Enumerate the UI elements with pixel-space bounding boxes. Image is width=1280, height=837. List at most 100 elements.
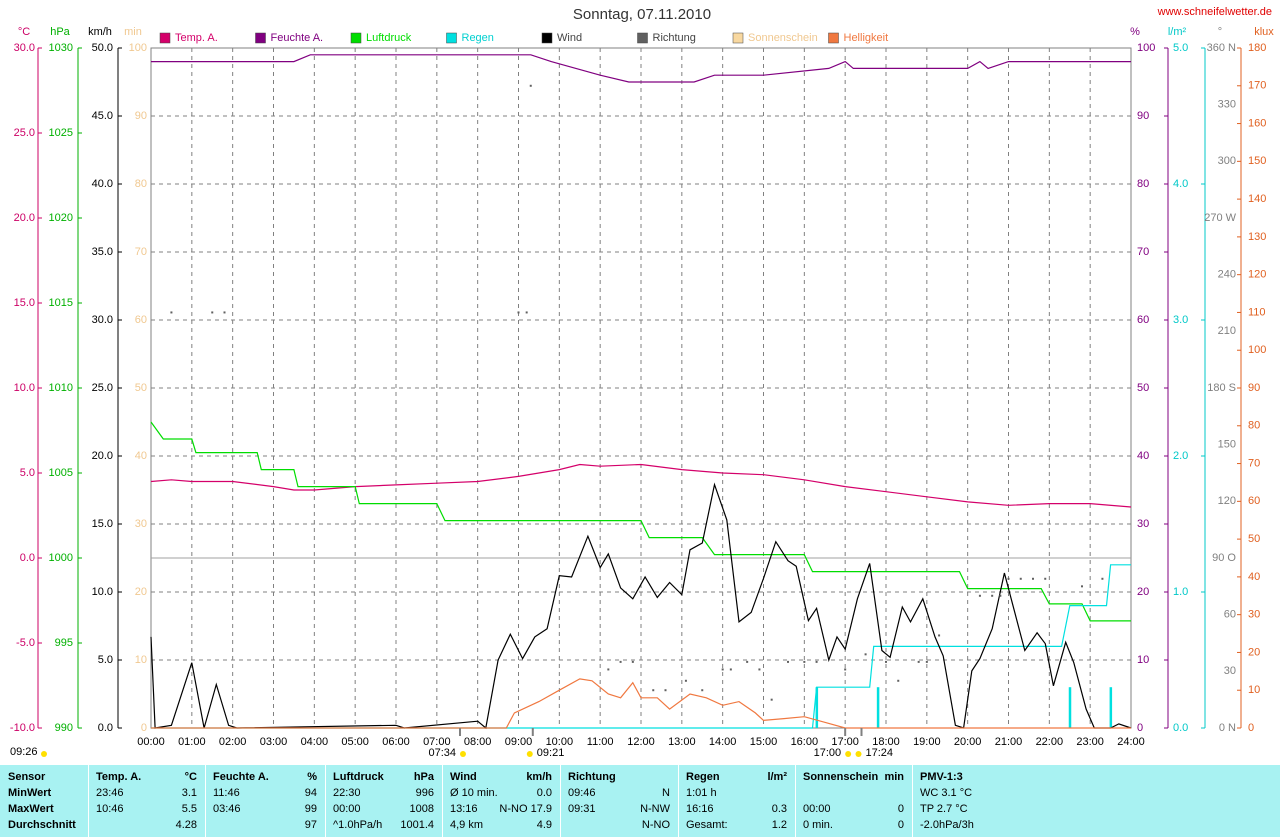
y-tick-label: 120 <box>1218 495 1236 507</box>
x-tick-label: 21:00 <box>995 736 1023 748</box>
y-tick-label: 0.0 <box>98 722 113 734</box>
x-tick-label: 13:00 <box>668 736 696 748</box>
direction-dot <box>864 653 867 656</box>
cell-value: min <box>884 771 904 783</box>
direction-dot <box>525 311 528 314</box>
y-tick-label: 1000 <box>49 552 73 564</box>
x-tick-label: 08:00 <box>464 736 492 748</box>
y-tick-label: 990 <box>55 722 73 734</box>
y-tick-label: 300 <box>1218 155 1236 167</box>
direction-dot <box>619 660 622 663</box>
direction-dot <box>1081 585 1083 588</box>
y-tick-label: 170 <box>1248 80 1266 92</box>
y-tick-label: 40 <box>135 450 147 462</box>
direction-dot <box>803 660 806 663</box>
y-tick-label: 5.0 <box>98 654 113 666</box>
y-tick-label: 1025 <box>49 127 73 139</box>
axis-unit: hPa <box>50 26 70 38</box>
direction-dot <box>721 668 724 671</box>
y-tick-label: 50 <box>1137 382 1149 394</box>
annotation: 17:00 <box>814 747 842 759</box>
cell-text: WC 3.1 °C <box>920 787 973 799</box>
cell-value: 0 <box>897 819 904 831</box>
cell-text: TP 2.7 °C <box>920 803 968 815</box>
axis-unit: ° <box>1218 26 1222 38</box>
y-tick-label: 180 <box>1248 42 1266 54</box>
y-tick-label: 80 <box>1137 178 1149 190</box>
chart-title: Sonntag, 07.11.2010 <box>573 6 711 23</box>
cell-value: 4.9 <box>536 819 552 831</box>
y-tick-label: 995 <box>55 637 73 649</box>
x-tick-label: 20:00 <box>954 736 982 748</box>
y-tick-label: -5.0 <box>16 637 35 649</box>
x-tick-label: 01:00 <box>178 736 206 748</box>
y-tick-label: 30 <box>1137 518 1149 530</box>
x-tick-label: 14:00 <box>709 736 737 748</box>
y-tick-label: 140 <box>1248 193 1266 205</box>
cell-text: Luftdruck <box>333 771 384 783</box>
y-tick-label: 80 <box>1248 420 1260 432</box>
direction-dot <box>1101 577 1104 580</box>
cell-value: 5.5 <box>181 803 197 815</box>
direction-dot <box>652 689 655 692</box>
series-line <box>150 463 1132 508</box>
row-label: Sensor <box>8 771 46 783</box>
y-tick-label: 40 <box>1137 450 1149 462</box>
x-tick-label: 18:00 <box>872 736 900 748</box>
cell-value: l/m² <box>767 771 787 783</box>
cell-text: 09:31 <box>568 803 596 815</box>
direction-dot <box>607 668 610 671</box>
x-tick-label: 19:00 <box>913 736 941 748</box>
direction-dot <box>787 660 789 663</box>
direction-dot <box>938 634 941 637</box>
y-tick-label: 25.0 <box>92 382 113 394</box>
y-tick-label: 30 <box>1248 609 1260 621</box>
axis-unit: % <box>1130 26 1140 38</box>
column-separator <box>205 765 206 837</box>
cell-text: Richtung <box>568 771 616 783</box>
cell-text: 03:46 <box>213 803 241 815</box>
cell-value: 0.3 <box>771 803 787 815</box>
chart: Sonntag, 07.11.2010 www.schneifelwetter.… <box>10 6 1274 759</box>
legend-swatch <box>637 32 648 44</box>
y-tick-label: 60 <box>1248 495 1260 507</box>
column-separator <box>560 765 561 837</box>
direction-dot <box>223 311 226 314</box>
direction-dot <box>211 311 214 314</box>
legend-swatch <box>732 32 744 44</box>
y-tick-label: 0 <box>1248 722 1254 734</box>
y-tick-label: 180 S <box>1207 382 1236 394</box>
y-tick-label: 10 <box>135 654 147 666</box>
cell-value: 1008 <box>409 803 434 815</box>
cell-text: 22:30 <box>333 787 361 799</box>
direction-dot <box>897 679 900 682</box>
cell-value: 1001.4 <box>400 819 434 831</box>
y-tick-label: 30 <box>1224 665 1236 677</box>
y-tick-label: 20 <box>1248 646 1260 658</box>
direction-dot <box>729 668 732 671</box>
y-tick-label: 20 <box>1137 586 1149 598</box>
cell-text: 0 min. <box>803 819 833 831</box>
y-tick-label: 70 <box>1137 246 1149 258</box>
direction-dot <box>701 689 704 692</box>
cell-text: Regen <box>686 771 720 783</box>
x-tick-label: 16:00 <box>791 736 819 748</box>
legend-label: Helligkeit <box>844 32 889 44</box>
y-tick-label: 50 <box>135 382 147 394</box>
y-tick-label: 330 <box>1218 99 1236 111</box>
direction-dot <box>885 660 887 663</box>
cell-text: 09:46 <box>568 787 596 799</box>
y-tick-label: 1015 <box>49 297 73 309</box>
y-tick-label: 240 <box>1218 269 1236 281</box>
legend-swatch <box>446 32 457 44</box>
y-tick-label: 90 <box>1248 382 1260 394</box>
cell-value: N <box>662 787 670 799</box>
axis-unit: °C <box>18 26 30 38</box>
rain-bar <box>1109 687 1113 728</box>
cell-text: Wind <box>450 771 477 783</box>
cell-value: km/h <box>526 771 552 783</box>
sun-icon <box>526 751 533 757</box>
y-tick-label: 10 <box>1137 654 1149 666</box>
y-tick-label: 5.0 <box>1173 42 1188 54</box>
y-tick-label: 15.0 <box>92 518 113 530</box>
